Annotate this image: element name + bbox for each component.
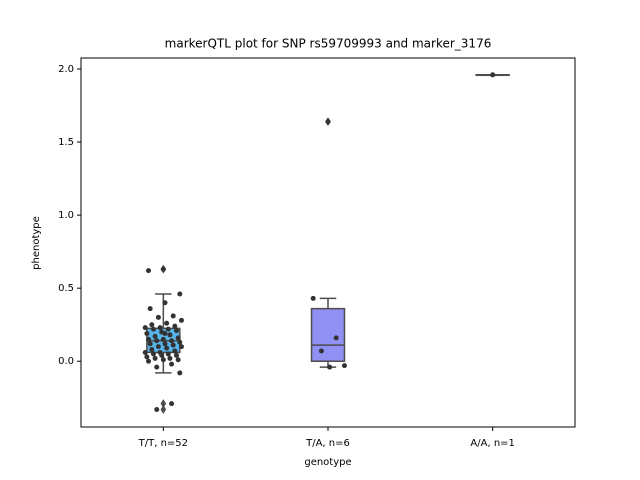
strip-point [157, 325, 163, 331]
strip-point [147, 341, 153, 347]
y-tick-label: 1.5 [58, 137, 74, 148]
outlier [160, 404, 167, 414]
strip-point [175, 357, 181, 363]
plot-frame [80, 57, 576, 428]
strip-point [160, 266, 166, 272]
strip-point [146, 336, 152, 342]
strip-point [174, 328, 180, 334]
strip-point [164, 320, 170, 326]
x-tick-label: T/A, n=6 [305, 438, 350, 449]
strip-point [318, 348, 324, 354]
strip-point [170, 342, 176, 348]
strip-point [310, 295, 316, 301]
strip-point [174, 352, 180, 358]
strip-point [162, 341, 168, 347]
strip-point [150, 326, 156, 332]
y-tick-label: 2.0 [58, 64, 74, 75]
strip-point [152, 355, 158, 361]
strip-point [178, 344, 184, 350]
strip-point [164, 345, 170, 351]
strip-point [160, 336, 166, 342]
chart-title: markerQTL plot for SNP rs59709993 and ma… [165, 37, 492, 51]
y-axis-label: phenotype [31, 216, 42, 270]
strip-point [175, 335, 181, 341]
strip-point [178, 317, 184, 323]
strip-point [146, 268, 152, 274]
strip-point [144, 354, 150, 360]
strip-point [144, 330, 150, 336]
strip-point [149, 347, 155, 353]
strip-point [167, 332, 173, 338]
strip-point [142, 349, 148, 355]
x-tick-label: A/A, n=1 [470, 438, 515, 449]
strip-point [341, 363, 347, 369]
y-tick-label: 1.0 [58, 210, 74, 221]
strip-point [169, 401, 175, 407]
strip-point [325, 119, 331, 125]
strip-point [170, 313, 176, 319]
strip-point [172, 348, 178, 354]
strip-point [167, 355, 173, 361]
outlier [160, 399, 167, 409]
strip-point [147, 306, 153, 312]
strip-point [154, 364, 160, 370]
strip-point [177, 291, 183, 297]
strip-point [155, 344, 161, 350]
strip-point [154, 338, 160, 344]
strip-point [154, 406, 160, 412]
strip-point [490, 72, 496, 78]
box [310, 307, 346, 362]
strip-point [155, 314, 161, 320]
strip-point [162, 330, 168, 336]
x-tick-label: T/T, n=52 [138, 438, 188, 449]
strip-point [159, 352, 165, 358]
strip-point [169, 338, 175, 344]
strip-point [162, 300, 168, 306]
strip-point [165, 326, 171, 332]
y-tick-label: 0.0 [58, 356, 74, 367]
strip-point [149, 322, 155, 328]
strip-point [169, 361, 175, 367]
strip-point [146, 358, 152, 364]
strip-point [177, 339, 183, 345]
y-tick-label: 0.5 [58, 283, 74, 294]
strip-point [333, 335, 339, 341]
x-axis-label: genotype [304, 457, 351, 468]
strip-point [177, 370, 183, 376]
strip-point [327, 364, 333, 370]
strip-point [172, 323, 178, 329]
strip-point [152, 333, 158, 339]
strip-point [165, 351, 171, 357]
strip-point [160, 357, 166, 363]
strip-point [150, 351, 156, 357]
strip-point [142, 325, 148, 331]
